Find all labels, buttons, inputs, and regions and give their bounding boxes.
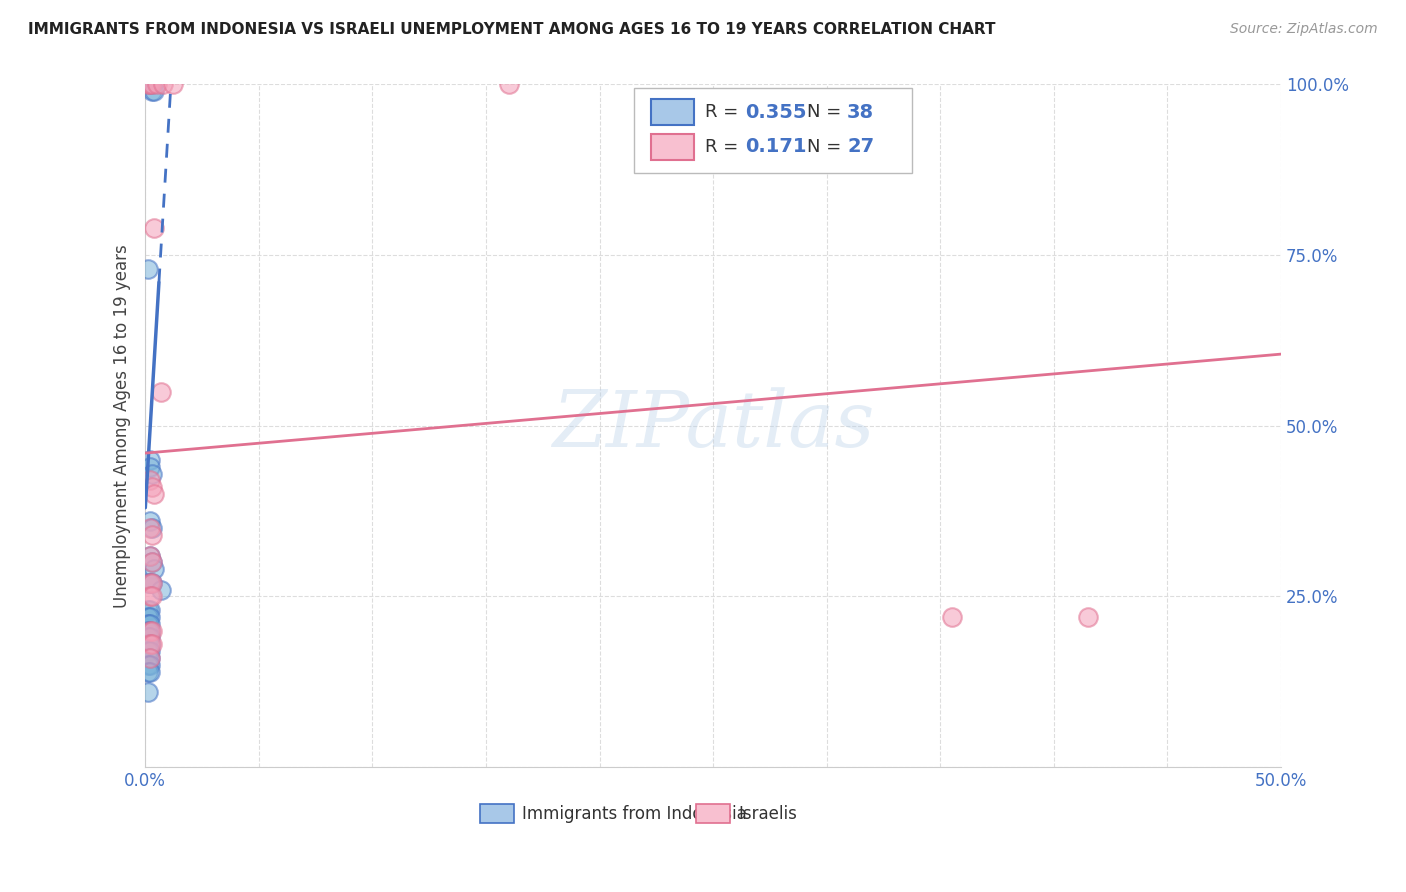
Point [141, 637, 163, 651]
Point [152, 78, 174, 92]
Point [150, 582, 173, 597]
Point [139, 453, 162, 467]
Point [136, 575, 159, 590]
Point [141, 78, 163, 92]
Point [139, 624, 162, 638]
Y-axis label: Unemployment Among Ages 16 to 19 years: Unemployment Among Ages 16 to 19 years [114, 244, 131, 607]
Text: R =: R = [706, 103, 744, 121]
Point [136, 261, 159, 276]
Text: Israelis: Israelis [738, 805, 797, 822]
Bar [481, 804, 515, 823]
Point [139, 78, 162, 92]
Point [145, 78, 167, 92]
Point [141, 575, 163, 590]
Point [136, 644, 159, 658]
Point [139, 624, 162, 638]
Point [141, 84, 163, 98]
Point [139, 549, 162, 563]
Text: IMMIGRANTS FROM INDONESIA VS ISRAELI UNEMPLOYMENT AMONG AGES 16 TO 19 YEARS CORR: IMMIGRANTS FROM INDONESIA VS ISRAELI UNE… [28, 22, 995, 37]
Text: N =: N = [807, 103, 848, 121]
Point [136, 624, 159, 638]
Point [150, 384, 173, 399]
Point [139, 651, 162, 665]
Point [141, 590, 163, 604]
Text: Immigrants from Indonesia: Immigrants from Indonesia [523, 805, 747, 822]
Point [141, 555, 163, 569]
Bar [651, 100, 693, 126]
Point [139, 575, 162, 590]
Text: N =: N = [807, 137, 848, 155]
Point [139, 78, 162, 92]
Text: Source: ZipAtlas.com: Source: ZipAtlas.com [1230, 22, 1378, 37]
Point [141, 521, 163, 535]
Text: R =: R = [706, 137, 749, 155]
Point [141, 78, 163, 92]
Point [141, 480, 163, 494]
Bar [651, 134, 693, 160]
Point [136, 685, 159, 699]
Point [143, 220, 166, 235]
Point [136, 78, 159, 92]
Point [139, 657, 162, 672]
Bar [696, 804, 730, 823]
Point [136, 665, 159, 679]
Point [139, 603, 162, 617]
Point [139, 610, 162, 624]
Point [136, 603, 159, 617]
Text: 0.355: 0.355 [745, 103, 807, 122]
Text: 38: 38 [848, 103, 875, 122]
Point [139, 637, 162, 651]
Point [139, 644, 162, 658]
Point [139, 616, 162, 631]
Point [1077, 610, 1099, 624]
Point [139, 631, 162, 645]
Point [136, 78, 159, 92]
Point [139, 665, 162, 679]
Point [141, 555, 163, 569]
Point [941, 610, 963, 624]
Text: 0.171: 0.171 [745, 137, 807, 156]
Point [139, 474, 162, 488]
Point [136, 610, 159, 624]
Point [139, 590, 162, 604]
Point [143, 487, 166, 501]
Point [139, 549, 162, 563]
Point [141, 467, 163, 481]
Point [141, 624, 163, 638]
Point [498, 78, 520, 92]
Text: ZIPatlas: ZIPatlas [553, 388, 875, 464]
Point [139, 459, 162, 474]
FancyBboxPatch shape [634, 87, 912, 173]
Point [136, 616, 159, 631]
Point [139, 515, 162, 529]
Point [136, 631, 159, 645]
Point [143, 84, 166, 98]
Point [136, 637, 159, 651]
Point [139, 637, 162, 651]
Point [136, 657, 159, 672]
Point [162, 78, 184, 92]
Point [139, 521, 162, 535]
Point [139, 575, 162, 590]
Point [141, 575, 163, 590]
Text: 27: 27 [848, 137, 875, 156]
Point [143, 562, 166, 576]
Point [136, 651, 159, 665]
Point [139, 651, 162, 665]
Point [141, 528, 163, 542]
